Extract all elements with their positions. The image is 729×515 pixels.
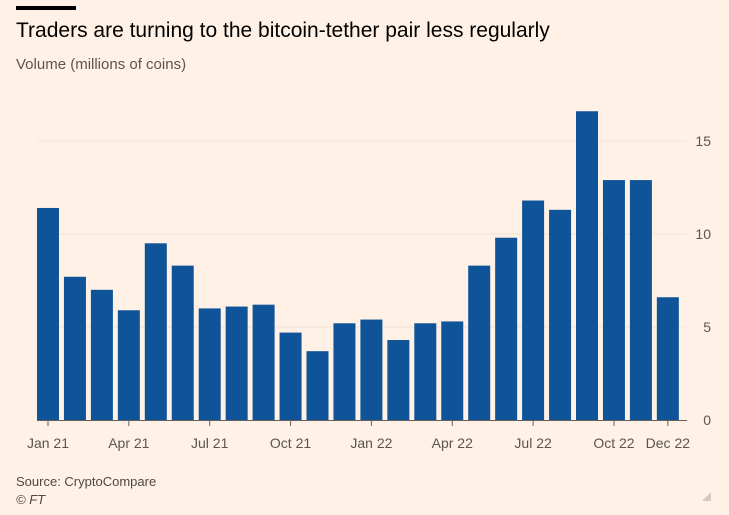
ft-top-bar xyxy=(16,6,76,10)
x-tick-label: Jul 21 xyxy=(191,435,229,451)
bar xyxy=(171,265,194,420)
y-tick-label: 15 xyxy=(695,133,711,149)
y-tick-label: 0 xyxy=(703,412,711,428)
bar xyxy=(63,276,86,420)
x-tick-label: Dec 22 xyxy=(646,435,691,451)
bar xyxy=(144,243,167,420)
x-tick-label: Oct 22 xyxy=(593,435,634,451)
x-tick-label: Apr 22 xyxy=(432,435,473,451)
bar xyxy=(198,308,221,420)
bar xyxy=(549,209,572,420)
bar xyxy=(495,237,518,420)
chart-subtitle: Volume (millions of coins) xyxy=(16,56,187,73)
y-tick-label: 5 xyxy=(703,319,711,335)
bar xyxy=(576,111,598,421)
bar-chart: 0 5 10 15 Jan 21 Apr 21 Jul 21 Oct 21 Jan 22 Apr … xyxy=(27,111,711,451)
bar xyxy=(360,319,383,420)
bar xyxy=(90,289,113,420)
bar xyxy=(441,321,464,420)
y-tick-label: 10 xyxy=(695,226,711,242)
bar xyxy=(306,351,329,420)
bar xyxy=(602,180,625,420)
x-tick-label: Apr 21 xyxy=(108,435,149,451)
source-note: Source: CryptoCompare xyxy=(16,474,157,489)
bar xyxy=(387,340,410,420)
x-tick-label: Jan 21 xyxy=(27,435,69,451)
bar xyxy=(414,323,437,420)
bar xyxy=(225,306,248,420)
x-tick-label: Jul 22 xyxy=(514,435,552,451)
bar xyxy=(252,304,275,420)
x-tick-label: Jan 22 xyxy=(350,435,392,451)
bar xyxy=(37,207,59,420)
x-tick-label: Oct 21 xyxy=(270,435,311,451)
ft-credit: © FT xyxy=(16,492,46,507)
bar xyxy=(522,200,545,420)
bar xyxy=(656,297,679,420)
bar xyxy=(117,310,140,420)
bar xyxy=(629,180,652,420)
resize-handle-icon[interactable] xyxy=(702,492,711,501)
bar xyxy=(468,265,491,420)
bar xyxy=(333,323,356,420)
bar xyxy=(279,332,302,420)
chart-title: Traders are turning to the bitcoin-tethe… xyxy=(16,19,550,42)
